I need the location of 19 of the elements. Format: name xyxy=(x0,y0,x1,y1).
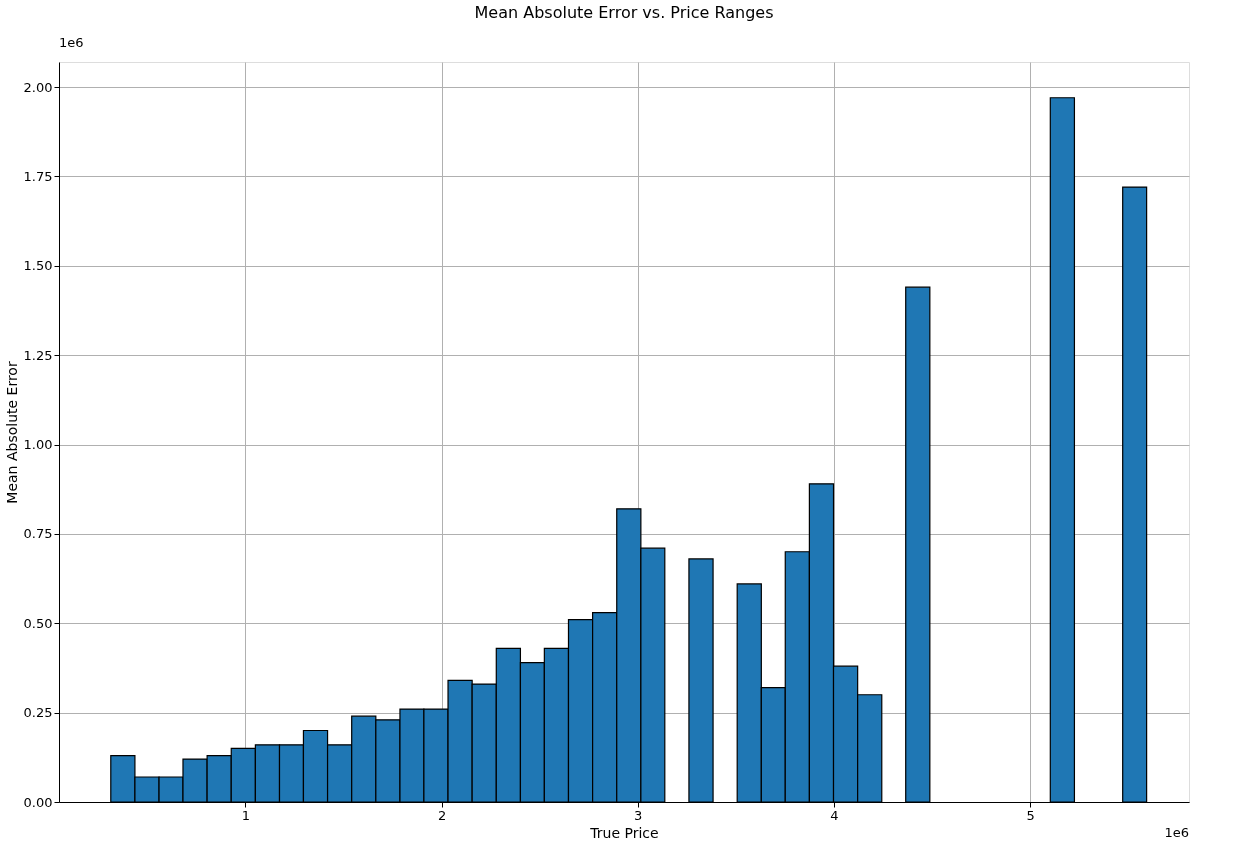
x-tick-label: 5 xyxy=(1026,807,1035,823)
y-tick-label: 0.50 xyxy=(23,615,53,631)
text: 1e6 xyxy=(1164,825,1189,840)
x-axis-title: True Price xyxy=(589,824,659,841)
chart-title: Mean Absolute Error vs. Price Ranges xyxy=(474,3,774,22)
x-tick-label: 1 xyxy=(241,807,251,823)
y-tick-label: 1.25 xyxy=(23,347,53,363)
x-tick-label: 3 xyxy=(634,807,643,823)
y-tick-label: 2.00 xyxy=(23,79,53,95)
text: 1e6 xyxy=(59,35,84,50)
y-tick-label: 1.75 xyxy=(23,168,53,184)
y-tick-label: 0.00 xyxy=(23,794,53,810)
y-tick-label: 1.50 xyxy=(23,258,53,274)
x-tick-label: 4 xyxy=(830,807,839,823)
x-tick-label: 2 xyxy=(437,807,447,823)
y-axis-title: Mean Absolute Error xyxy=(3,361,20,504)
y-tick-label: 0.25 xyxy=(23,705,53,721)
y-tick-label: 1.00 xyxy=(23,437,53,453)
y-tick-label: 0.75 xyxy=(23,526,53,542)
